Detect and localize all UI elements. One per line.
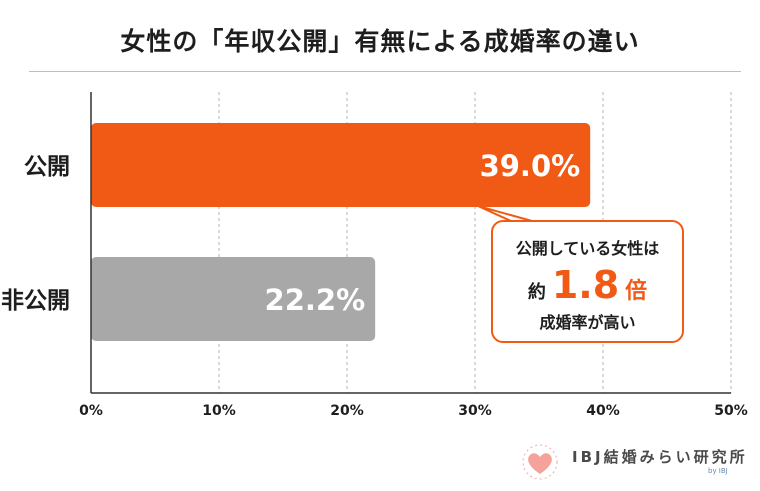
x-tick-label: 10% [202, 403, 236, 419]
callout-prefix: 約 [527, 282, 546, 303]
callout-unit: 倍 [625, 279, 648, 304]
logo-name: IBJ結婚みらい研究所 [572, 448, 748, 466]
bar-data-label: 39.0% [480, 149, 581, 183]
callout-pointer [477, 205, 533, 222]
x-tick-label: 20% [330, 403, 364, 419]
callout-value: 1.8 [551, 263, 620, 307]
bar-data-label: 22.2% [265, 283, 366, 317]
bar [91, 257, 376, 341]
chart-title: 女性の「年収公開」有無による成婚率の違い [120, 27, 640, 56]
callout-line1: 公開している女性は [515, 239, 660, 258]
heart-icon [522, 444, 558, 480]
brand-logo: IBJ結婚みらい研究所 by IBJ [520, 440, 755, 480]
x-tick-label: 50% [714, 403, 748, 419]
callout-line2: 約 1.8 倍 [493, 263, 682, 307]
bar [91, 123, 591, 207]
callout-line3: 成婚率が高い [539, 313, 636, 332]
title-divider [29, 71, 741, 72]
category-label: 非公開 [1, 288, 70, 314]
logo-sub: by IBJ [708, 467, 728, 475]
callout-annotation: 公開している女性は 約 1.8 倍 成婚率が高い [491, 220, 684, 343]
x-tick-label: 0% [79, 403, 103, 419]
x-tick-label: 30% [458, 403, 492, 419]
category-label: 公開 [24, 154, 70, 180]
x-tick-label: 40% [586, 403, 620, 419]
